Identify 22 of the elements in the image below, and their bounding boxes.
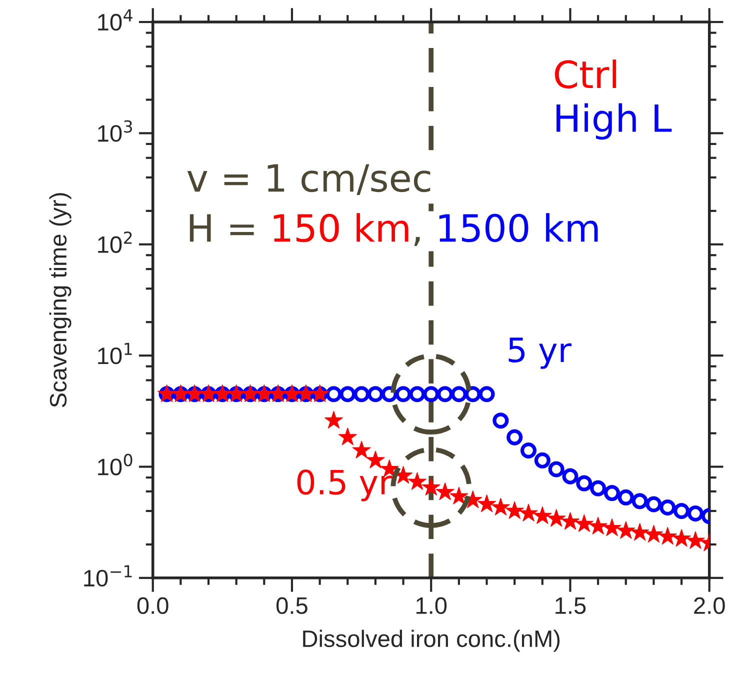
y-tick-label: 10$^{2}$ xyxy=(98,231,132,253)
annotation: , xyxy=(414,236,420,246)
y-axis-title: Scavenging time (yr) xyxy=(49,193,72,408)
annotation: 0.5 yr xyxy=(297,470,392,502)
y-tick-label: 10$^{−1}$ xyxy=(84,565,132,587)
x-tick-label: 0.5 xyxy=(276,597,308,614)
x-tick-label: 2.0 xyxy=(694,597,725,614)
y-tick-label: 10$^{0}$ xyxy=(98,454,132,476)
x-tick-label: 1.5 xyxy=(556,598,586,614)
annotation: 1500 km xyxy=(439,213,598,242)
annotation: 150 km xyxy=(274,213,408,242)
y-tick-label: 10$^{4}$ xyxy=(98,9,132,31)
x-tick-label: 0.0 xyxy=(137,597,168,614)
annotation: H = xyxy=(190,214,254,242)
annotation: 5 yr xyxy=(508,338,572,369)
text: Ctrl xyxy=(554,60,616,89)
text: High L xyxy=(556,103,672,140)
y-tick-label: 10$^{1}$ xyxy=(98,342,132,364)
y-tick-label: 10$^{3}$ xyxy=(98,120,132,142)
x-axis-title: Dissolved iron conc.(nM) xyxy=(303,630,560,652)
x-tick-label: 1.0 xyxy=(416,597,447,614)
annotation: v = 1 cm/sec xyxy=(187,164,430,196)
